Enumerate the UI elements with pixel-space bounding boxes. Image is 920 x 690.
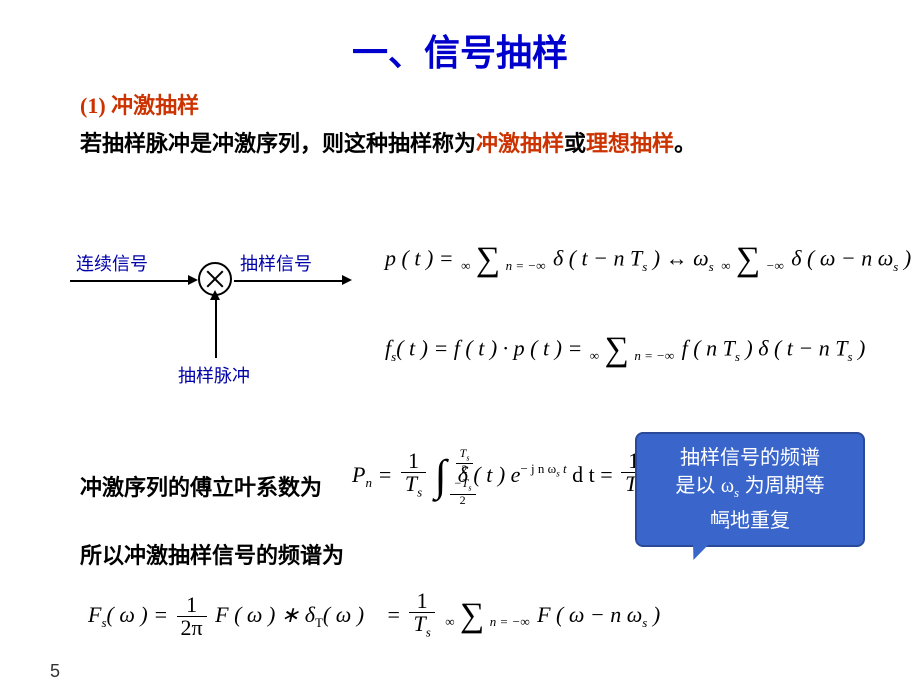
label-sampled-signal: 抽样信号	[240, 250, 312, 276]
denominator: Ts	[401, 473, 426, 503]
intro-sentence: 若抽样脉冲是冲激序列，则这种抽样称为冲激抽样或理想抽样。	[0, 120, 920, 158]
callout-bubble: 抽样信号的频谱 是以 ωs 为周期等 幅地重复	[635, 432, 865, 547]
sum-lower: n = −∞	[490, 614, 530, 629]
intro-mid: 或	[564, 131, 586, 156]
exponent: − j n ωs t	[520, 461, 566, 476]
denominator: 2π	[177, 617, 207, 639]
sum-upper: ∞	[721, 258, 730, 273]
numerator: 1	[401, 450, 426, 473]
sum-upper: ∞	[461, 258, 470, 273]
integral-lower: −Ts2	[447, 478, 479, 505]
fraction: 1 Ts	[401, 450, 426, 503]
slide-number: 5	[50, 661, 60, 682]
diagram-line	[215, 298, 217, 358]
fraction: 1 Ts	[409, 590, 434, 643]
sum-upper: ∞	[590, 348, 599, 363]
eq-text: P	[352, 462, 365, 487]
eq-text: =	[372, 462, 398, 487]
subscript-T: T	[315, 615, 323, 630]
eq-text: δ ( ω − n ω	[791, 246, 893, 271]
integral-upper: Ts2	[453, 448, 477, 475]
eq-text: )	[853, 336, 866, 361]
eq-text: =	[381, 602, 407, 627]
eq-text: ) ↔ ω	[647, 246, 708, 271]
denominator: Ts	[409, 613, 434, 643]
arrow-icon	[210, 290, 220, 300]
intro-suffix: 。	[674, 131, 696, 156]
eq-text: δ ( t − n T	[553, 246, 642, 271]
sum-lower: −∞	[766, 258, 784, 273]
intro-highlight-2: 理想抽样	[586, 131, 674, 156]
line-fourier-coeff: 冲激序列的傅立叶系数为	[80, 470, 322, 502]
summation-symbol: ∞ ∑ n = −∞	[590, 335, 674, 366]
label-continuous-signal: 连续信号	[76, 250, 148, 276]
diagram-line	[234, 280, 344, 282]
eq-text: )	[647, 602, 660, 627]
eq-text: F	[88, 602, 101, 627]
eq-text: d t =	[572, 462, 613, 487]
eq-text: p ( t ) =	[385, 246, 454, 271]
callout-line-2: 是以 ωs 为周期等	[645, 472, 855, 507]
summation-symbol: ∞ ∑ n = −∞	[445, 601, 529, 632]
subscript-s: s	[709, 259, 714, 274]
label-sampling-pulse: 抽样脉冲	[178, 362, 250, 388]
equation-fs-of-t: fs( t ) = f ( t ) · p ( t ) = ∞ ∑ n = −∞…	[385, 335, 865, 366]
line-spectrum: 所以冲激抽样信号的频谱为	[80, 538, 344, 570]
slide-title: 一、信号抽样	[0, 0, 920, 88]
sampling-diagram: 连续信号 抽样信号 抽样脉冲	[70, 240, 370, 400]
eq-text: F ( ω − n ω	[537, 602, 642, 627]
summation-symbol: ∞ ∑ n = −∞	[461, 245, 545, 276]
numerator: 1	[177, 594, 207, 617]
eq-text: ( t ) = f ( t ) · p ( t ) =	[396, 336, 582, 361]
equation-fs-omega: Fs( ω ) = 1 2π F ( ω ) ∗ δT( ω ) = 1 Ts …	[88, 590, 660, 643]
eq-text: ) δ ( t − n T	[740, 336, 848, 361]
sum-lower: n = −∞	[506, 258, 546, 273]
summation-symbol: ∞ ∑ −∞	[721, 245, 784, 276]
eq-text: F ( ω ) ∗ δ	[215, 602, 315, 627]
subsection-heading: (1) 冲激抽样	[0, 88, 920, 120]
arrow-icon	[188, 275, 198, 285]
arrow-icon	[342, 275, 352, 285]
sum-upper: ∞	[445, 614, 454, 629]
eq-text: ( ω ) =	[107, 602, 174, 627]
callout-line-1: 抽样信号的频谱	[645, 444, 855, 472]
eq-text: ( ω )	[323, 602, 364, 627]
intro-highlight-1: 冲激抽样	[476, 131, 564, 156]
intro-prefix: 若抽样脉冲是冲激序列，则这种抽样称为	[80, 131, 476, 156]
sum-lower: n = −∞	[634, 348, 674, 363]
diagram-line	[70, 280, 190, 282]
equation-pn: Pn = 1 Ts Ts2 ∫ −Ts2 δ ( t ) e− j n ωs t…	[352, 450, 649, 503]
integral-symbol: Ts2 ∫ −Ts2	[435, 458, 447, 496]
eq-text: )	[898, 246, 911, 271]
fraction: 1 2π	[177, 594, 207, 639]
callout-line-3: 幅地重复	[645, 507, 855, 535]
eq-text: f ( n T	[682, 336, 735, 361]
numerator: 1	[409, 590, 434, 613]
equation-p-of-t: p ( t ) = ∞ ∑ n = −∞ δ ( t − n Ts ) ↔ ωs…	[385, 245, 911, 276]
